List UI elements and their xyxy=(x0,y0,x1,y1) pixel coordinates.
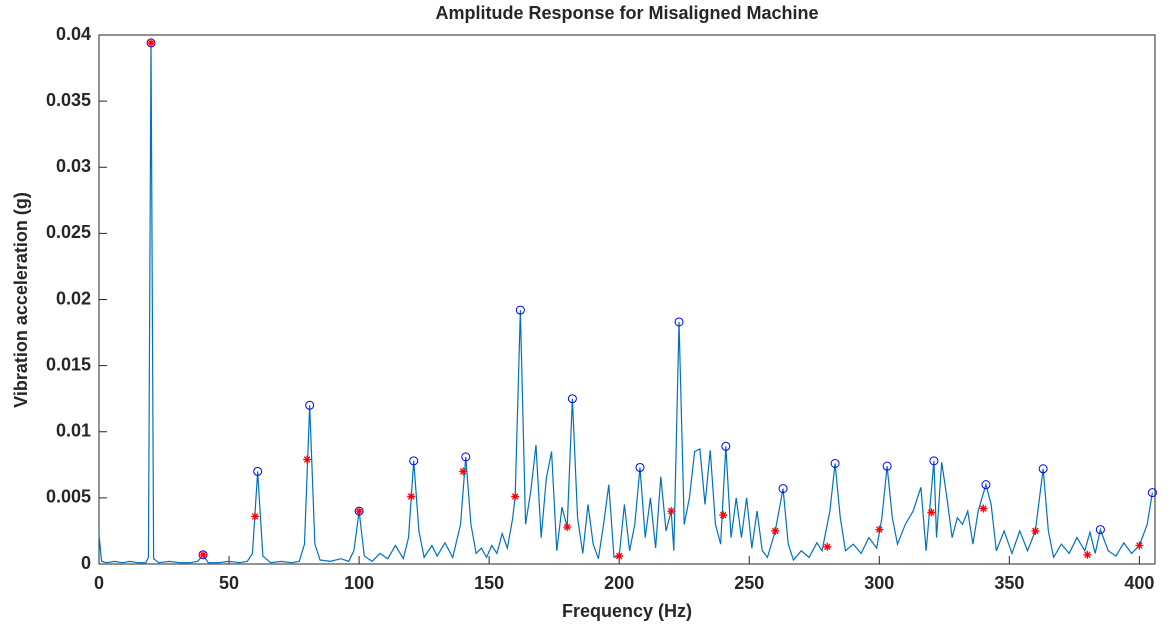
y-tick-label: 0.03 xyxy=(56,156,91,176)
x-tick-label: 350 xyxy=(994,573,1024,593)
peak-marker xyxy=(981,480,991,490)
harmonic-marker xyxy=(771,526,780,535)
harmonic-marker xyxy=(719,511,728,520)
chart-title: Amplitude Response for Misaligned Machin… xyxy=(435,3,818,23)
harmonic-marker xyxy=(927,508,936,517)
x-tick-label: 200 xyxy=(604,573,634,593)
peak-marker xyxy=(253,466,263,476)
y-tick-label: 0.02 xyxy=(56,288,91,308)
peak-marker xyxy=(567,394,577,404)
harmonic-marker xyxy=(355,507,364,516)
y-tick-label: 0 xyxy=(81,553,91,573)
x-tick-label: 300 xyxy=(864,573,894,593)
harmonic-marker xyxy=(459,467,468,476)
harmonic-marker xyxy=(1083,550,1092,559)
spectrum-line xyxy=(98,42,1153,564)
peak-marker xyxy=(1095,525,1105,535)
peak-marker xyxy=(1147,488,1157,498)
harmonic-marker xyxy=(823,542,832,551)
peak-marker xyxy=(721,441,731,451)
harmonic-marker xyxy=(615,552,624,561)
peak-marker xyxy=(674,317,684,327)
y-tick-label: 0.015 xyxy=(46,354,91,374)
x-tick-label: 400 xyxy=(1124,573,1154,593)
y-tick-label: 0.005 xyxy=(46,487,91,507)
y-tick-label: 0.01 xyxy=(56,421,91,441)
peak-marker xyxy=(461,452,471,462)
harmonic-marker xyxy=(979,504,988,513)
y-tick-label: 0.025 xyxy=(46,222,91,242)
peak-marker xyxy=(409,456,419,466)
harmonic-marker xyxy=(303,455,312,464)
x-tick-label: 0 xyxy=(94,573,104,593)
y-tick-label: 0.04 xyxy=(56,24,91,44)
harmonic-marker xyxy=(511,492,520,501)
peak-marker xyxy=(635,462,645,472)
harmonic-marker xyxy=(1135,541,1144,550)
x-tick-label: 250 xyxy=(734,573,764,593)
harmonic-marker xyxy=(199,550,208,559)
x-tick-label: 150 xyxy=(474,573,504,593)
peak-marker xyxy=(929,456,939,466)
x-axis-label: Frequency (Hz) xyxy=(562,601,692,621)
harmonic-marker xyxy=(147,38,156,47)
peak-marker xyxy=(778,484,788,494)
y-axis-label: Vibration acceleration (g) xyxy=(11,192,31,408)
y-tick-label: 0.035 xyxy=(46,90,91,110)
harmonic-marker xyxy=(667,507,676,516)
x-tick-label: 100 xyxy=(344,573,374,593)
peak-marker xyxy=(305,400,315,410)
harmonic-marker xyxy=(251,512,260,521)
peak-marker xyxy=(515,305,525,315)
harmonic-marker xyxy=(407,492,416,501)
harmonic-marker xyxy=(563,522,572,531)
peak-marker xyxy=(882,461,892,471)
peak-marker xyxy=(830,458,840,468)
x-tick-label: 50 xyxy=(219,573,239,593)
harmonic-marker xyxy=(875,525,884,534)
harmonic-marker xyxy=(1031,526,1040,535)
peak-marker xyxy=(1038,464,1048,474)
